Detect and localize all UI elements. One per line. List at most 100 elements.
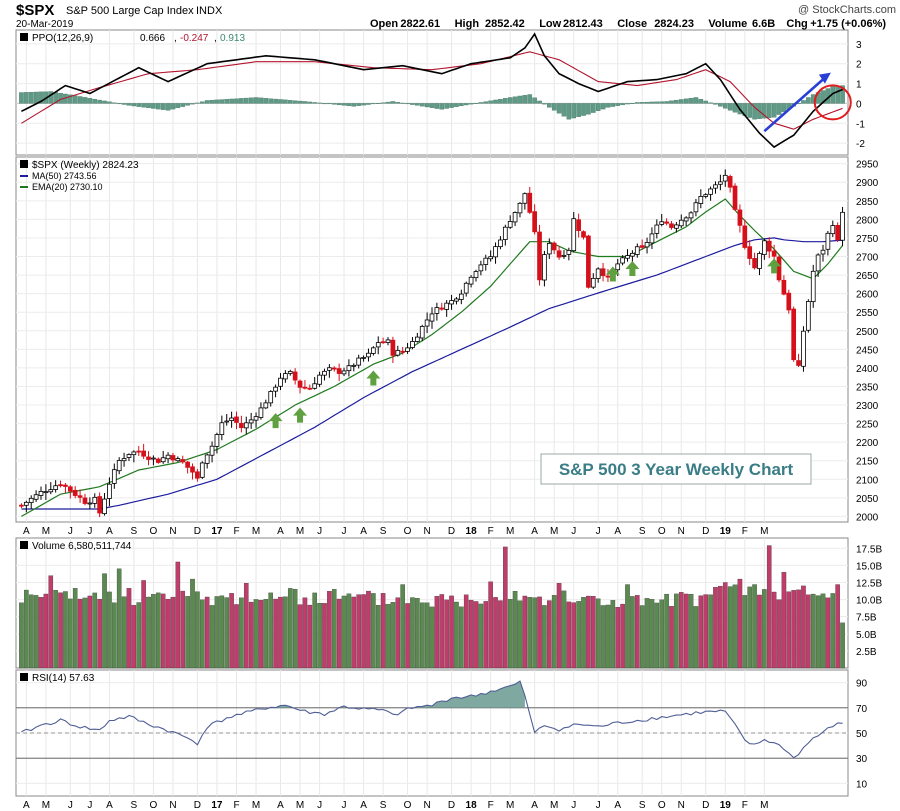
ppo-y-tick: -1 bbox=[856, 119, 865, 130]
volume-bar bbox=[229, 593, 234, 669]
x-tick-label-bottom: D bbox=[702, 800, 709, 811]
volume-bar bbox=[581, 597, 586, 669]
ohlc-label-close: Close bbox=[617, 18, 647, 30]
volume-bar bbox=[209, 605, 215, 669]
candle-body bbox=[121, 458, 127, 462]
volume-bar bbox=[434, 596, 440, 669]
candle-body bbox=[292, 371, 298, 381]
x-tick-label: S bbox=[131, 526, 138, 537]
ppo-histogram-bar bbox=[380, 102, 386, 104]
x-tick-label-bottom: M bbox=[252, 800, 260, 811]
candle-body bbox=[190, 466, 195, 473]
x-tick-label-bottom: D bbox=[194, 800, 201, 811]
x-tick-label-bottom: M bbox=[42, 800, 50, 811]
ppo-histogram-bar bbox=[478, 102, 484, 104]
candle-body bbox=[136, 450, 142, 453]
price-y-tick: 2400 bbox=[856, 364, 879, 375]
volume-bar bbox=[542, 605, 547, 669]
ppo-histogram-bar bbox=[199, 101, 205, 104]
candle-body bbox=[766, 240, 772, 252]
x-tick-label-bottom: F bbox=[488, 800, 494, 811]
ohlc-label-chg: Chg bbox=[786, 18, 807, 30]
volume-bar bbox=[762, 589, 767, 669]
x-tick-label: O bbox=[658, 526, 666, 537]
candle-body bbox=[581, 231, 586, 238]
volume-bar bbox=[234, 604, 239, 669]
ppo-histogram-bar bbox=[165, 103, 171, 111]
ppo-histogram-bar bbox=[219, 99, 225, 104]
annotation-text: S&P 500 3 Year Weekly Chart bbox=[559, 460, 794, 479]
x-tick-label: 18 bbox=[466, 526, 478, 537]
candle-body bbox=[170, 455, 176, 461]
ppo-histogram-bar bbox=[248, 97, 254, 104]
ppo-histogram-bar bbox=[410, 103, 415, 105]
ppo-histogram-bar bbox=[131, 103, 137, 107]
ppo-histogram-bar bbox=[102, 100, 107, 104]
candle-body bbox=[659, 221, 665, 225]
volume-bar bbox=[63, 591, 68, 669]
ppo-histogram-bar bbox=[537, 100, 542, 104]
x-tick-label: J bbox=[87, 526, 92, 537]
volume-bar bbox=[801, 585, 806, 669]
candle-body bbox=[219, 422, 225, 435]
candle-body bbox=[243, 422, 249, 429]
volume-bar bbox=[322, 603, 327, 669]
chart-header: $SPX S&P 500 Large Cap Index INDX @ Stoc… bbox=[16, 2, 896, 30]
x-tick-label-bottom: J bbox=[571, 800, 576, 811]
ppo-histogram-bar bbox=[698, 99, 704, 104]
candle-body bbox=[762, 240, 767, 255]
volume-bar bbox=[121, 596, 127, 669]
ohlc-label-open: Open bbox=[370, 18, 398, 30]
volume-bar bbox=[380, 593, 386, 669]
ppo-histogram-bar bbox=[493, 99, 498, 104]
ppo-histogram-bar bbox=[488, 100, 493, 104]
candle-body bbox=[429, 313, 435, 322]
price-y-tick: 2250 bbox=[856, 420, 879, 431]
candle-body bbox=[116, 460, 122, 472]
volume-bar bbox=[600, 605, 606, 669]
price-y-tick: 2000 bbox=[856, 512, 879, 523]
volume-bar bbox=[791, 590, 796, 669]
volume-bar bbox=[253, 599, 259, 669]
ppo-histogram-bar bbox=[718, 103, 723, 107]
volume-bar bbox=[141, 580, 146, 669]
volume-bar bbox=[146, 596, 151, 669]
price-y-tick: 2950 bbox=[856, 160, 879, 171]
ema20-legend-label: EMA(20) 2730.10 bbox=[32, 182, 103, 192]
volume-bar bbox=[532, 597, 537, 669]
price-y-tick: 2500 bbox=[856, 327, 879, 338]
x-tick-label: J bbox=[342, 526, 347, 537]
x-tick-label: O bbox=[150, 526, 158, 537]
candle-body bbox=[757, 253, 762, 269]
x-tick-label-bottom: A bbox=[106, 800, 113, 811]
ppo-histogram-bar bbox=[390, 101, 396, 104]
candle-body bbox=[28, 497, 34, 503]
candle-body bbox=[185, 461, 190, 468]
rsi-line bbox=[21, 680, 843, 759]
volume-bar bbox=[547, 600, 552, 669]
volume-y-tick: 15.0B bbox=[856, 561, 882, 572]
ppo-histogram-bar bbox=[532, 97, 537, 104]
ohlc-value-high: 2852.42 bbox=[485, 18, 525, 30]
support-arrow bbox=[767, 258, 782, 274]
ppo-histogram-bar bbox=[19, 92, 24, 104]
ppo-histogram-bar bbox=[576, 103, 581, 117]
volume-bar bbox=[517, 600, 523, 669]
volume-bar bbox=[219, 595, 225, 669]
volume-bar bbox=[449, 595, 454, 669]
candle-body bbox=[595, 268, 601, 279]
index-name: S&P 500 Large Cap Index bbox=[66, 5, 194, 17]
ppo-histogram-bar bbox=[341, 103, 347, 106]
volume-bar bbox=[77, 598, 83, 669]
ppo-histogram-bar bbox=[639, 102, 645, 104]
volume-bar bbox=[551, 595, 557, 669]
candle-body bbox=[160, 457, 166, 463]
ohlc-value-chg: +1.75 (+0.06%) bbox=[810, 18, 886, 30]
price-y-tick: 2350 bbox=[856, 382, 879, 393]
ppo-histogram-bar bbox=[762, 103, 767, 119]
volume-bar bbox=[170, 596, 176, 669]
candle-body bbox=[312, 383, 318, 389]
candle-body bbox=[571, 218, 577, 252]
price-y-tick: 2150 bbox=[856, 457, 879, 468]
volume-bar bbox=[468, 599, 474, 669]
